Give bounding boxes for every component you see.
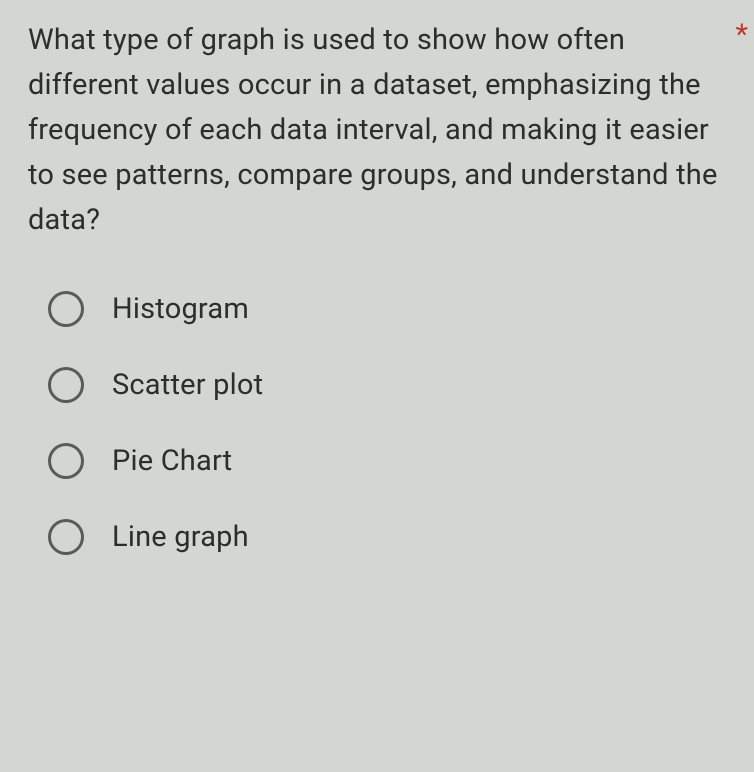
option-line-graph[interactable]: Line graph [48,519,726,555]
option-label: Histogram [112,292,249,326]
options-list: Histogram Scatter plot Pie Chart Line gr… [28,291,726,555]
option-label: Line graph [112,520,249,554]
radio-icon [48,367,84,403]
radio-icon [48,291,84,327]
question-text: What type of graph is used to show how o… [28,18,726,243]
required-asterisk: * [736,18,749,52]
option-label: Pie Chart [112,444,232,478]
option-scatter-plot[interactable]: Scatter plot [48,367,726,403]
option-label: Scatter plot [112,368,263,402]
radio-icon [48,443,84,479]
option-histogram[interactable]: Histogram [48,291,726,327]
radio-icon [48,519,84,555]
option-pie-chart[interactable]: Pie Chart [48,443,726,479]
